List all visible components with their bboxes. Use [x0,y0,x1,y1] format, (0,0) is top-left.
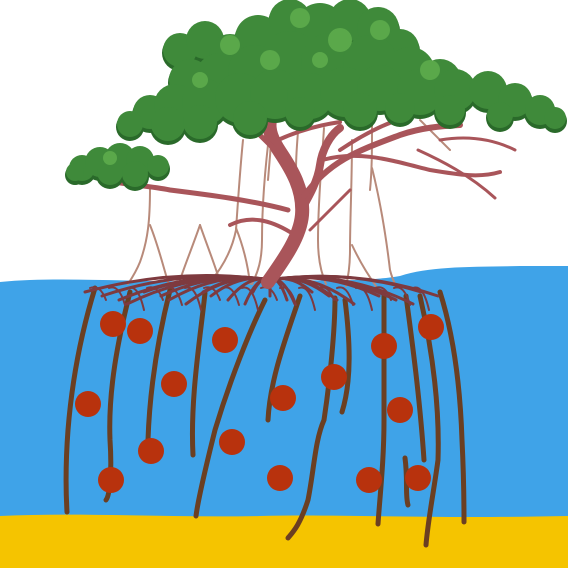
tree-trunk [112,108,517,289]
leaf-cluster [385,93,415,123]
underwater-ball [98,467,124,493]
leaf-cluster [544,107,566,129]
root-strand [89,286,107,301]
underwater-ball [418,314,444,340]
branch [228,217,292,234]
leaf-highlight [290,8,310,28]
underwater-ball [127,318,153,344]
leaf-highlight [260,50,280,70]
root-strand [412,286,430,311]
root-strand [146,286,164,301]
leaf-cluster [117,111,143,137]
aerial-root [179,224,201,281]
aerial-root [127,187,151,285]
branch [296,124,344,216]
underwater-root [339,297,352,415]
branch [276,120,342,142]
aerial-root [419,119,451,151]
underwater-ball [161,371,187,397]
root-strand [108,286,126,306]
root-strand [241,286,259,311]
root-strand [393,286,411,306]
leaf-highlight [420,60,440,80]
underwater-root [63,285,98,515]
underwater-root [403,293,427,463]
root-strand [184,286,202,311]
root-strand [127,286,145,311]
leaf-highlight [220,35,240,55]
sand-seabed [0,514,568,568]
root-strand [260,286,278,301]
root-strand [268,274,440,298]
leaf-cluster [487,102,513,128]
underwater-root [375,290,387,527]
leaf-highlight [328,28,352,52]
underwater-ball [75,391,101,417]
root-strand [317,286,335,301]
underwater-ball [405,465,431,491]
tree-canopy [65,0,567,191]
underwater-ball [212,327,238,353]
underwater-ball [371,333,397,359]
leaf-highlight [103,151,117,165]
underwater-ball [138,438,164,464]
root-strand [203,286,221,301]
branch [308,188,352,232]
root-strand [374,286,392,301]
root-strand [222,286,240,306]
aerial-root [209,139,244,283]
leaf-cluster [183,105,217,139]
leaf-cluster [66,163,84,181]
underwater-balls [75,311,444,493]
branch [320,153,502,178]
leaf-cluster [343,93,377,127]
root-strand [279,286,297,306]
underwater-ball [219,429,245,455]
underwater-roots [63,285,467,548]
trunk-main [261,113,310,289]
leaf-cluster [97,159,123,185]
underwater-root [285,295,338,541]
leaf-cluster [233,101,267,135]
branch [301,122,463,199]
underwater-root [265,293,303,423]
branch [416,148,497,200]
underwater-root [189,290,208,458]
root-strand [336,286,354,306]
leaf-cluster [151,107,185,141]
branch [438,136,517,152]
leaf-highlight [312,52,328,68]
leaf-highlight [370,20,390,40]
leaf-cluster [122,161,148,187]
leaf-cluster [147,155,169,177]
aerial-root [149,224,169,283]
aerial-root [199,224,221,283]
underwater-ball [270,385,296,411]
leaf-cluster [469,71,507,109]
underwater-ball [100,311,126,337]
root-strand [165,286,183,306]
underwater-ball [267,465,293,491]
aerial-root [371,167,397,287]
root-strand [355,286,373,311]
aerial-root [345,139,353,287]
leaf-cluster [285,97,315,127]
underwater-root [437,289,467,525]
leaf-cluster [435,95,465,125]
underwater-ball [387,397,413,423]
underwater-root [193,297,268,519]
underwater-ball [321,364,347,390]
underwater-root [145,287,173,443]
aerial-root [251,127,271,285]
root-strand [298,286,316,311]
underwater-root [402,455,411,508]
underwater-ball [356,467,382,493]
leaf-highlight [192,72,208,88]
aerial-root [351,244,377,287]
